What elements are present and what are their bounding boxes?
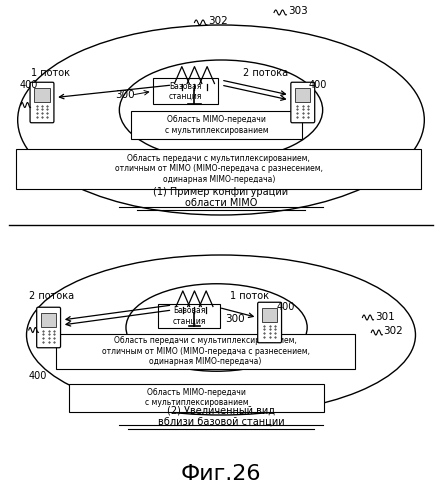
Text: 300: 300	[115, 90, 134, 100]
Text: Область MIMO-передачи
с мультиплексированием: Область MIMO-передачи с мультиплексирова…	[165, 116, 268, 134]
Text: (2) Увеличенный вид
вблизи базовой станции: (2) Увеличенный вид вблизи базовой станц…	[158, 405, 284, 427]
Text: 400: 400	[20, 80, 38, 90]
Text: 300: 300	[225, 314, 245, 324]
Text: Базовая
станция: Базовая станция	[172, 306, 206, 326]
Text: 302: 302	[209, 16, 229, 26]
FancyBboxPatch shape	[56, 334, 355, 369]
Text: 302: 302	[384, 326, 404, 336]
FancyBboxPatch shape	[30, 82, 54, 122]
Text: 400: 400	[276, 302, 295, 312]
Ellipse shape	[27, 255, 415, 415]
Ellipse shape	[18, 25, 424, 215]
Text: 303: 303	[288, 6, 308, 16]
Text: 400: 400	[29, 371, 47, 381]
FancyBboxPatch shape	[16, 148, 421, 189]
Text: 1 поток: 1 поток	[31, 68, 70, 78]
Bar	[41, 312, 56, 327]
Bar	[34, 88, 50, 102]
FancyBboxPatch shape	[37, 307, 61, 348]
FancyBboxPatch shape	[153, 78, 218, 104]
Bar	[295, 88, 310, 102]
FancyBboxPatch shape	[131, 111, 302, 139]
Text: 301: 301	[375, 312, 395, 322]
Text: 2 потока: 2 потока	[243, 68, 288, 78]
Ellipse shape	[126, 284, 307, 371]
Text: Базовая
станция: Базовая станция	[169, 82, 202, 101]
FancyBboxPatch shape	[291, 82, 315, 122]
FancyBboxPatch shape	[69, 384, 324, 411]
Text: 2 потока: 2 потока	[29, 291, 74, 301]
Text: Фиг.26: Фиг.26	[181, 464, 261, 484]
Bar	[262, 308, 277, 322]
Text: Область передачи с мультиплексированием,
отличным от MIMO (MIMO-передача с разне: Область передачи с мультиплексированием,…	[102, 336, 309, 366]
Text: Область MIMO-передачи
с мультиплексированием: Область MIMO-передачи с мультиплексирова…	[145, 388, 248, 407]
Text: 400: 400	[309, 80, 327, 90]
Ellipse shape	[119, 60, 323, 160]
Text: 1 поток: 1 поток	[230, 291, 269, 301]
Text: (1) Пример конфигурации
области MIMO: (1) Пример конфигурации области MIMO	[153, 186, 289, 208]
FancyBboxPatch shape	[158, 304, 220, 328]
Text: Область передачи с мультиплексированием,
отличным от MIMO (MIMO-передача с разне: Область передачи с мультиплексированием,…	[115, 154, 323, 184]
FancyBboxPatch shape	[258, 302, 282, 343]
